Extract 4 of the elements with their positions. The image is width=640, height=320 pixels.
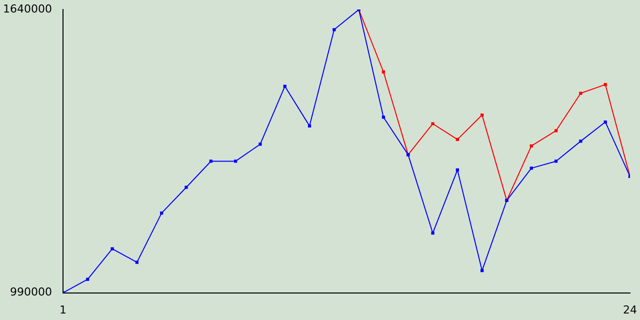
x-tick-label: 24 <box>623 303 637 316</box>
x-tick-label: 1 <box>59 303 66 316</box>
y-tick-label: 990000 <box>10 286 52 299</box>
y-tick-label: 1640000 <box>2 2 52 16</box>
